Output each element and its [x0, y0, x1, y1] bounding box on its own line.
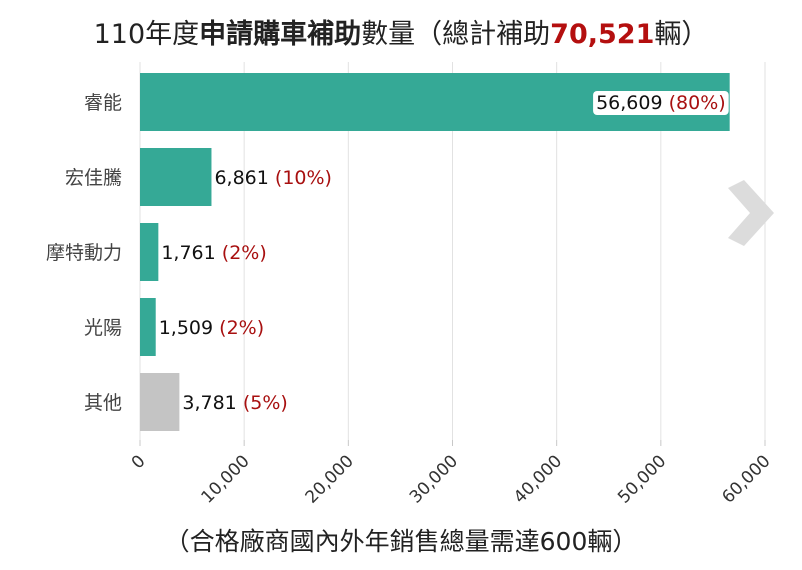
title-suffix: 輛） [654, 19, 709, 50]
percent-text: (2%) [219, 317, 264, 339]
chart-title: 110年度申請購車補助數量（總計補助70,521輛） [0, 12, 802, 51]
bar [140, 223, 159, 281]
x-tick-label: 50,000 [614, 451, 670, 507]
bar [140, 298, 156, 356]
title-bold: 申請購車補助 [199, 19, 362, 50]
percent-text: (10%) [275, 167, 332, 189]
value-text: 56,609 [596, 92, 669, 114]
x-tick-label: 30,000 [406, 451, 462, 507]
category-label: 宏佳騰 [65, 167, 122, 189]
value-text: 3,781 [182, 392, 242, 414]
category-label: 光陽 [84, 317, 122, 339]
footer-note: （合格廠商國內外年銷售總量需達600輛） [164, 527, 638, 556]
x-tick-label: 20,000 [302, 451, 358, 507]
value-text: 1,509 [159, 317, 219, 339]
value-text: 6,861 [214, 167, 274, 189]
percent-text: (80%) [669, 92, 726, 114]
chevron-right-icon[interactable] [722, 180, 778, 250]
data-label-background [593, 91, 729, 115]
title-middle: 數量（總計補助 [361, 19, 551, 50]
data-label: 1,761 (2%) [161, 242, 266, 264]
x-tick-label: 60,000 [718, 451, 774, 507]
category-label: 睿能 [84, 92, 122, 114]
data-label: 6,861 (10%) [214, 167, 332, 189]
x-tick-label: 10,000 [197, 451, 253, 507]
title-prefix: 110年度 [93, 19, 200, 50]
percent-text: (2%) [222, 242, 267, 264]
bar [140, 373, 180, 431]
title-total: 70,521 [550, 19, 655, 50]
value-text: 1,761 [161, 242, 221, 264]
bar [140, 148, 212, 206]
x-tick-label: 0 [128, 451, 150, 473]
x-tick-label: 40,000 [510, 451, 566, 507]
data-label: 1,509 (2%) [159, 317, 264, 339]
data-label: 56,609 (80%) [596, 92, 726, 114]
category-label: 其他 [84, 392, 122, 414]
category-label: 摩特動力 [46, 242, 122, 264]
data-label: 3,781 (5%) [182, 392, 287, 414]
percent-text: (5%) [243, 392, 288, 414]
